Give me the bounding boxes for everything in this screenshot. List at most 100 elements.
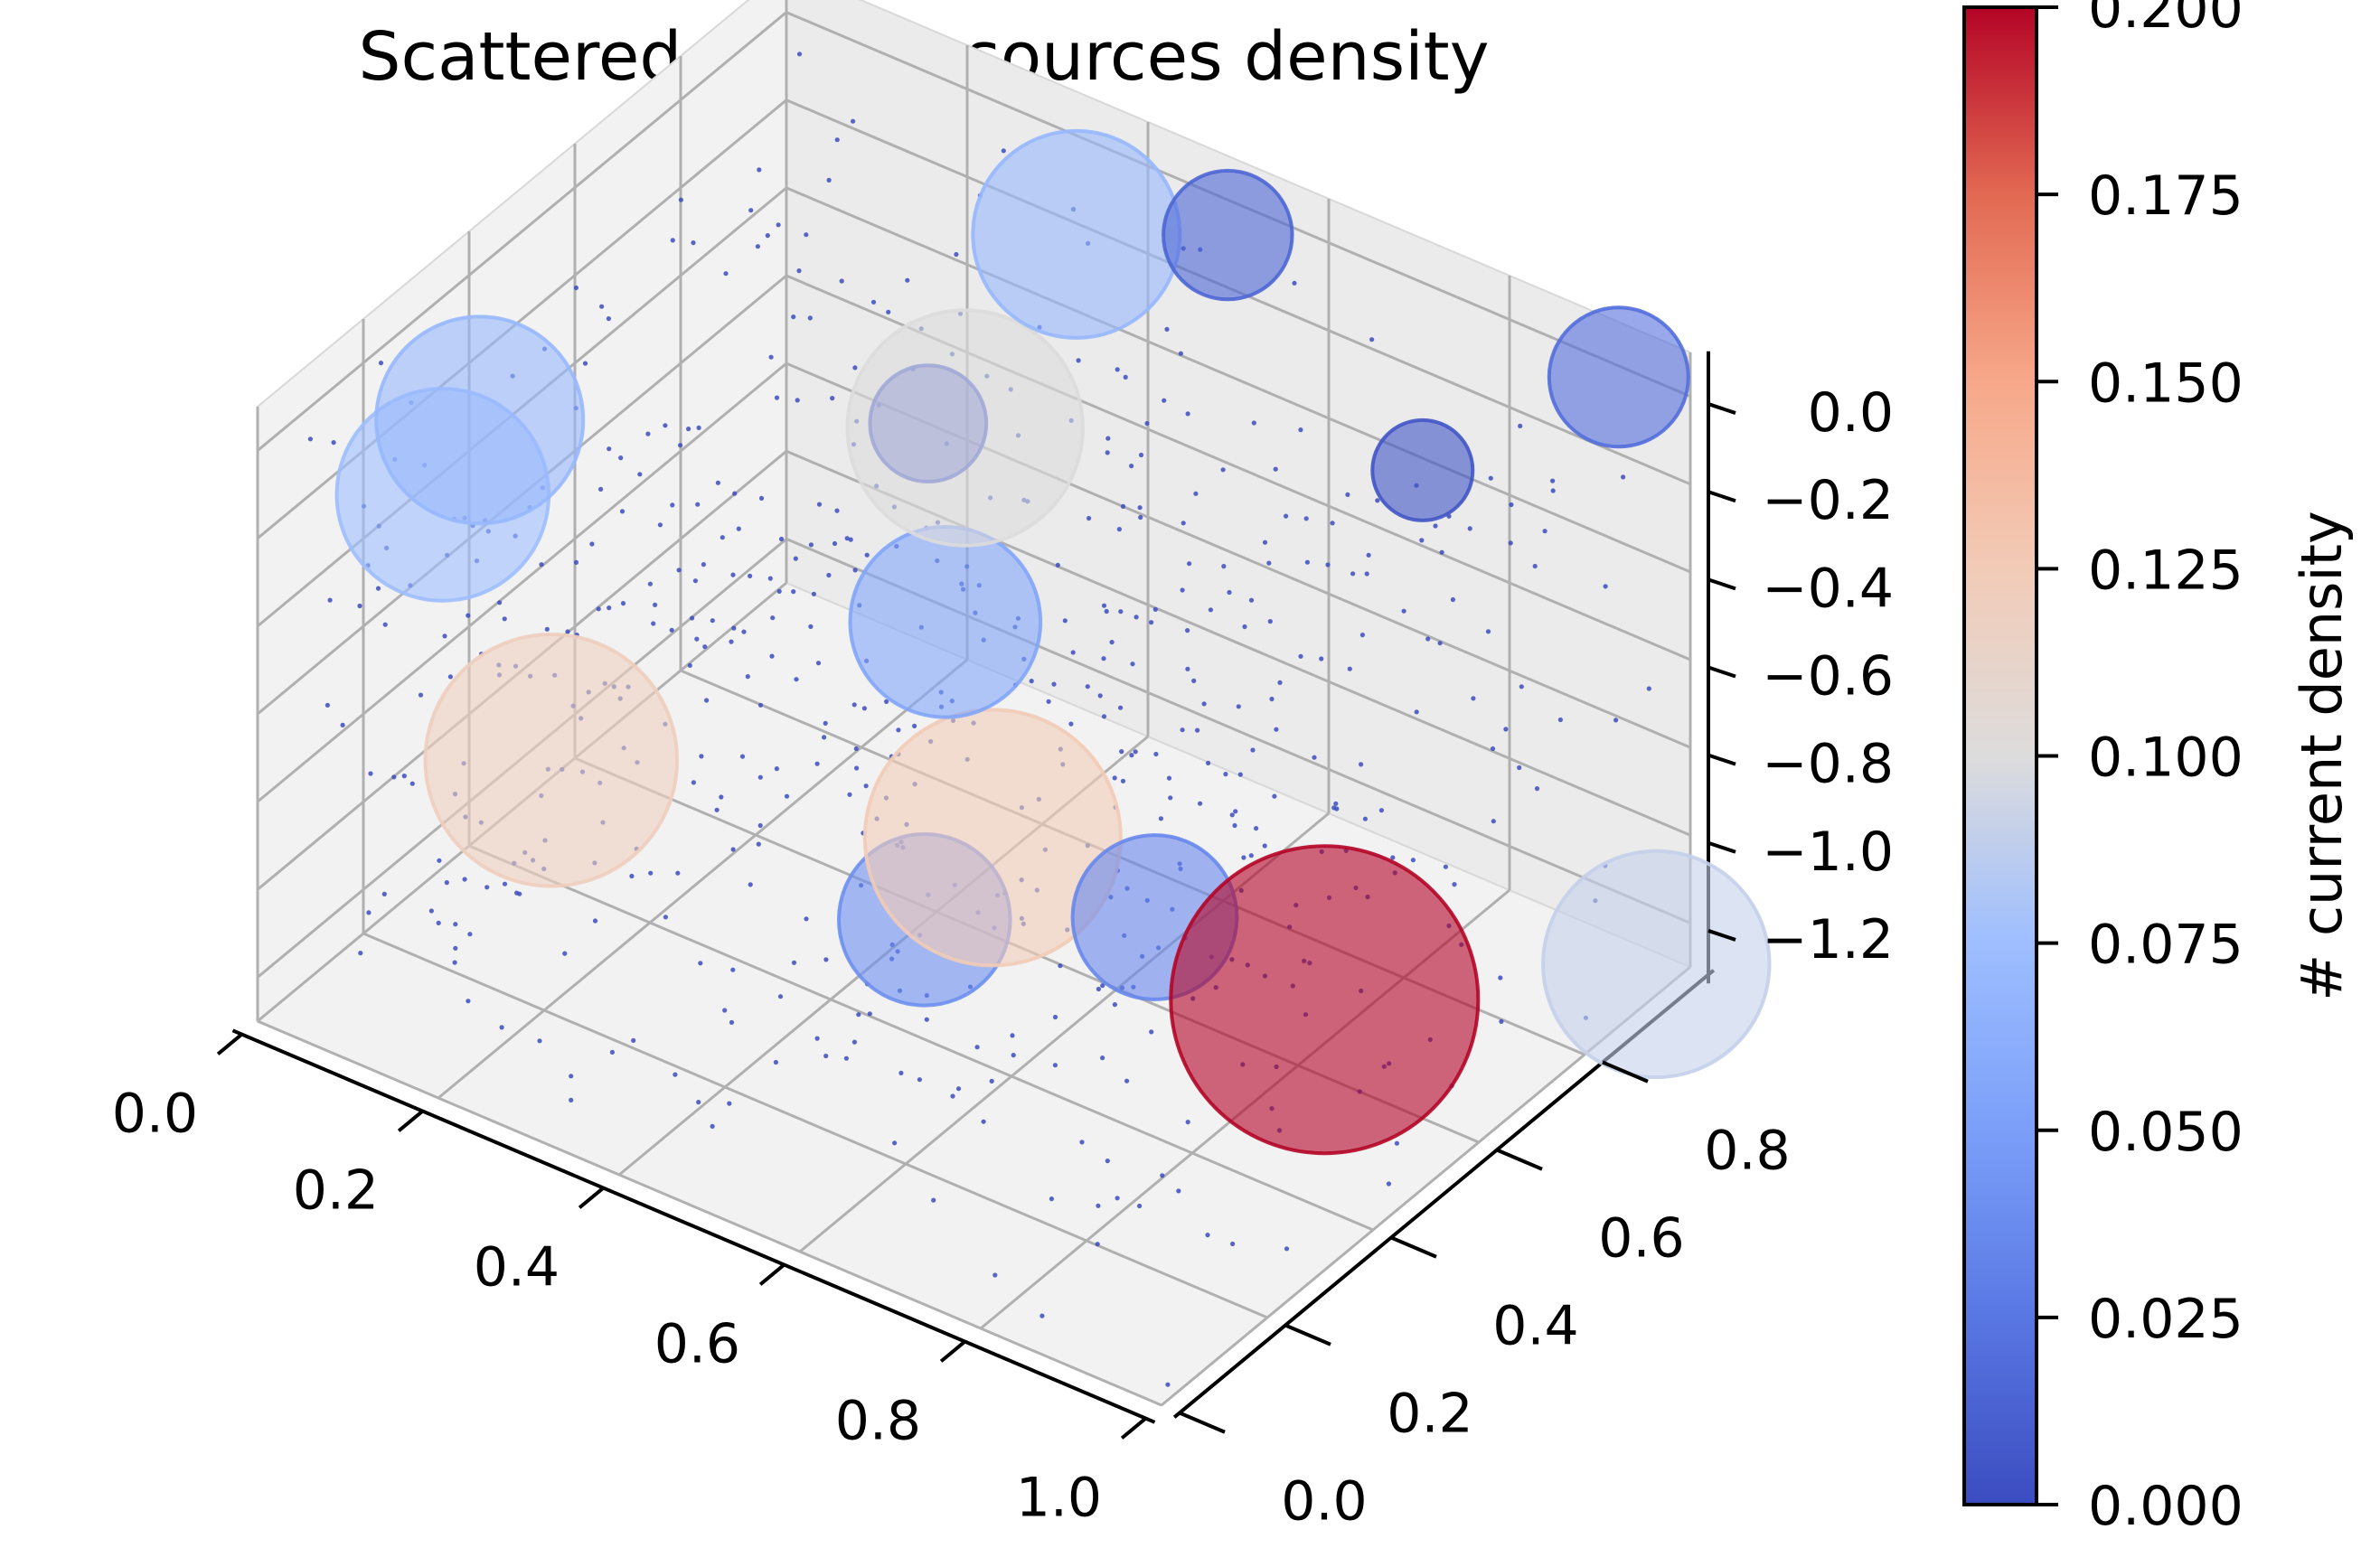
grid-line-y-floor (257, 1019, 1162, 1407)
source-point (442, 633, 447, 639)
source-point (1134, 615, 1139, 620)
source-point (1467, 526, 1472, 531)
source-point (1137, 505, 1143, 511)
source-point (1112, 775, 1117, 781)
source-point (1101, 714, 1107, 719)
source-point (773, 1059, 779, 1065)
source-point (382, 622, 388, 627)
source-point (791, 589, 796, 595)
source-point (778, 536, 785, 542)
source-point (1378, 808, 1384, 813)
source-point (704, 698, 710, 703)
source-point (1542, 529, 1547, 534)
source-point (851, 118, 856, 124)
source-point (1499, 1018, 1504, 1024)
z-tick (1707, 840, 1736, 854)
source-point (647, 581, 654, 586)
source-point (629, 873, 635, 879)
source-point (1274, 727, 1279, 732)
source-point (757, 167, 762, 173)
source-point (765, 233, 770, 239)
source-point (1052, 1014, 1058, 1020)
source-point (853, 746, 859, 752)
colorbar-tick-label: 0.150 (2088, 352, 2244, 415)
source-point (758, 495, 765, 502)
source-point (1144, 420, 1150, 427)
source-point (670, 502, 675, 508)
source-point (1158, 816, 1163, 821)
source-point (596, 606, 601, 612)
density-bubble (845, 308, 1085, 548)
z-tick (1707, 402, 1736, 415)
source-point (1251, 420, 1256, 426)
source-point (756, 841, 761, 847)
source-point (730, 967, 736, 972)
density-bubble (374, 314, 586, 526)
source-point (777, 994, 784, 999)
source-point (823, 1053, 829, 1059)
source-point (1185, 628, 1190, 633)
source-point (1046, 699, 1051, 704)
source-point (1129, 753, 1134, 758)
source-point (1232, 822, 1237, 829)
source-point (905, 277, 910, 283)
source-point (1375, 498, 1380, 503)
source-point (757, 702, 764, 708)
y-tick (1602, 1060, 1649, 1084)
source-point (1364, 571, 1369, 577)
source-point (357, 603, 362, 609)
source-point (1116, 527, 1122, 532)
grid-line-z-back (785, 186, 1691, 574)
source-point (1205, 1233, 1210, 1238)
source-point (645, 431, 651, 436)
x-tick (216, 1033, 243, 1055)
y-tick (1284, 1323, 1331, 1346)
source-point (1097, 693, 1103, 699)
source-point (714, 807, 720, 812)
source-point (1164, 326, 1170, 332)
source-point (715, 480, 721, 485)
source-point (1119, 749, 1124, 755)
source-point (992, 1272, 998, 1278)
source-point (436, 920, 441, 925)
source-point (1166, 775, 1172, 781)
source-point (796, 268, 802, 274)
source-point (1250, 747, 1256, 753)
source-point (409, 781, 415, 786)
source-point (1330, 521, 1335, 526)
source-point (1229, 812, 1235, 818)
source-point (1137, 1203, 1143, 1209)
source-point (1070, 650, 1076, 655)
source-point (1312, 755, 1317, 760)
source-point (1109, 640, 1115, 645)
source-point (804, 232, 809, 238)
source-point (1185, 666, 1190, 671)
source-point (1133, 749, 1138, 755)
x-tick-label: 0.0 (112, 1083, 198, 1146)
z-tick-label: −0.6 (1762, 645, 1894, 708)
source-point (1488, 475, 1493, 481)
source-point (1362, 816, 1368, 821)
source-point (1621, 474, 1626, 480)
source-point (1176, 1188, 1181, 1194)
source-point (1304, 559, 1310, 565)
source-point (1051, 681, 1057, 687)
source-point (1227, 589, 1232, 596)
source-point (767, 576, 773, 581)
source-point (569, 1074, 574, 1079)
source-point (989, 1078, 994, 1084)
source-point (325, 702, 330, 708)
source-point (793, 556, 798, 561)
source-point (673, 1072, 678, 1077)
source-point (690, 615, 695, 621)
source-point (696, 1100, 701, 1105)
z-tick (1707, 490, 1736, 503)
z-tick-label: −1.0 (1762, 821, 1894, 884)
source-point (741, 629, 747, 634)
source-point (1085, 684, 1090, 690)
source-point (1443, 864, 1448, 869)
source-point (1236, 704, 1241, 709)
source-point (663, 915, 669, 920)
source-point (745, 674, 750, 680)
x-tick-label: 0.6 (654, 1313, 740, 1376)
